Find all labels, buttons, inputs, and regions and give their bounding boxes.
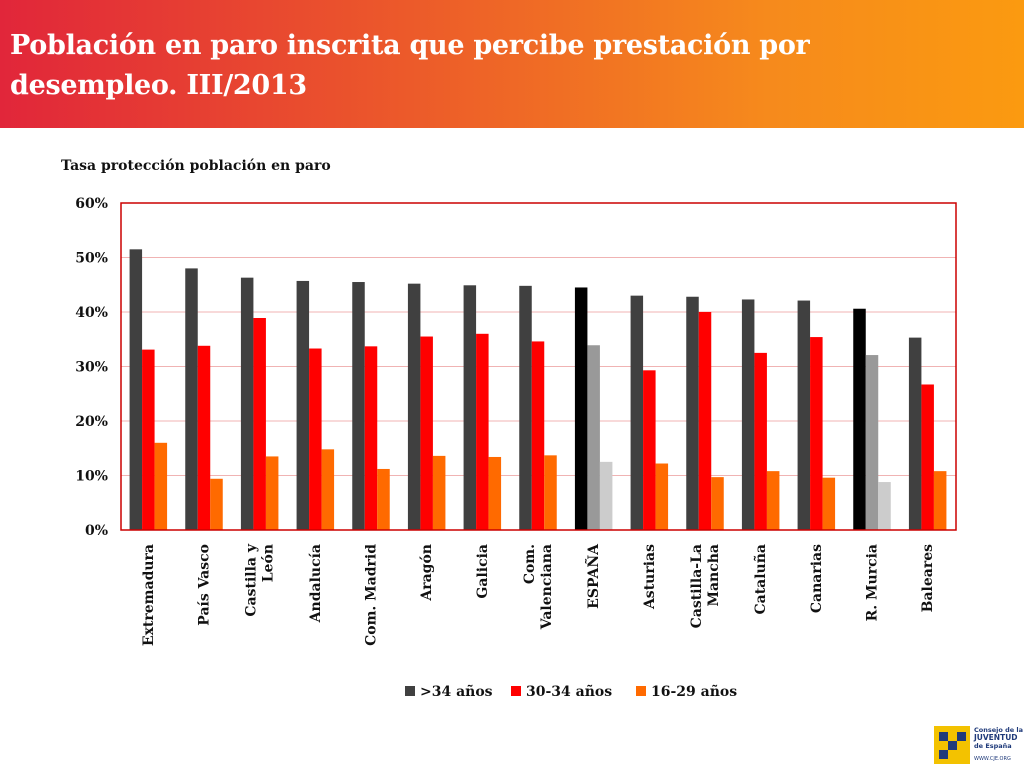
x-tick-label: Com. Madrid [364,544,380,646]
bar-3 [265,456,279,530]
bar-2 [253,317,266,530]
bar-3 [210,478,223,530]
bar-3 [711,477,724,530]
legend-label-1: >34 años [420,683,493,700]
bar-2 [531,341,545,530]
x-tick-label: Baleares [920,544,936,612]
bar-3 [432,455,446,530]
page-title: Población en paro inscrita que percibe p… [10,26,1010,106]
x-tick-label: País Vasco [197,544,213,626]
chart-title: Tasa protección población en paro [61,158,331,174]
bar-1 [296,280,310,530]
cje-logo-url: WWW.CJE.ORG [974,756,1011,762]
bar-2 [309,348,322,530]
bar-2 [142,349,155,530]
bar-1 [686,296,699,530]
bar-1 [407,283,421,530]
legend-label-3: 16-29 años [651,683,737,700]
bar-1 [352,282,365,530]
legend-swatch-1 [405,686,415,696]
bar-1 [574,287,588,530]
bar-3 [878,482,891,530]
page-title-line-2: desempleo. III/2013 [10,70,307,101]
y-tick-label: 0% [85,523,108,539]
bar-2 [865,355,879,530]
bar-1 [240,277,254,530]
bar-2 [420,336,433,530]
bar-1 [908,337,922,530]
bar-3 [599,461,613,530]
bar-3 [544,455,557,530]
cje-logo-line-2: JUVENTUD [974,733,1018,742]
x-tick-label: Asturias [642,544,658,610]
plot-border [120,202,957,531]
bar-2 [754,352,767,530]
x-tick-label: Andalucía [308,544,324,623]
bar-1 [185,268,198,530]
x-tick-label: Aragón [419,544,435,602]
bar-2 [197,345,211,530]
x-tick-label: Com. [522,544,538,584]
y-tick-label: 40% [75,305,108,321]
bar-2 [698,312,712,530]
x-tick-label: Castilla-La [689,544,705,628]
bar-1 [741,299,755,530]
x-tick-label: Canarias [809,544,825,613]
bar-3 [822,477,836,530]
cje-logo-line-3: de España [974,742,1012,750]
bar-3 [933,471,947,530]
y-tick-label: 60% [75,196,108,212]
bar-2 [364,346,378,530]
cje-logo-mark [934,726,970,764]
bar-3 [154,442,168,530]
bar-2 [476,333,489,530]
x-tick-label: Valenciana [539,544,555,630]
bar-1 [129,249,143,530]
x-tick-label: Castilla y [244,543,260,616]
cje-logo-text: Consejo de la JUVENTUD de España [974,726,1023,750]
x-tick-label: ESPAÑA [583,543,602,609]
legend-swatch-3 [636,686,646,696]
bar-chart: Tasa protección población en paro 0% 10% 20… [61,158,957,700]
x-tick-label: Extremadura [141,544,157,646]
x-tick-label: R. Murcia [865,544,881,621]
bar-1 [519,285,532,530]
cje-logo: Consejo de la JUVENTUD de España WWW.CJE… [934,726,1024,766]
legend-swatch-2 [511,686,521,696]
bar-3 [377,468,390,530]
bar-3 [766,471,780,530]
bar-1 [463,285,477,530]
x-tick-label: Cataluña [752,544,769,615]
bar-2 [921,384,934,530]
legend-label-2: 30-34 años [526,683,612,700]
x-tick-label: Mancha [706,544,722,607]
y-tick-label: 30% [75,360,108,376]
bar-3 [488,456,502,530]
bar-1 [630,295,644,530]
page-title-line-1: Población en paro inscrita que percibe p… [10,30,810,61]
bar-1 [853,308,866,530]
x-tick-label: León [261,544,277,582]
bar-3 [321,449,335,530]
bar-1 [797,300,811,530]
y-tick-label: 50% [75,251,108,267]
bar-3 [655,463,669,530]
x-tick-label: Galicia [475,544,491,599]
bar-2 [587,345,600,530]
bar-2 [810,337,823,530]
header-banner: Población en paro inscrita que percibe p… [0,0,1024,128]
y-tick-label: 20% [75,414,108,430]
cje-logo-line-1: Consejo de la [974,726,1024,734]
bar-2 [643,370,656,530]
y-tick-label: 10% [75,469,108,485]
